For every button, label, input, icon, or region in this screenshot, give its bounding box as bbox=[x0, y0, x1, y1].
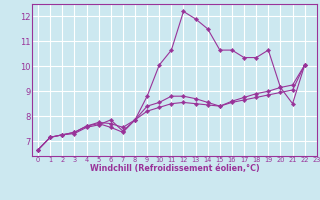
X-axis label: Windchill (Refroidissement éolien,°C): Windchill (Refroidissement éolien,°C) bbox=[90, 164, 259, 173]
